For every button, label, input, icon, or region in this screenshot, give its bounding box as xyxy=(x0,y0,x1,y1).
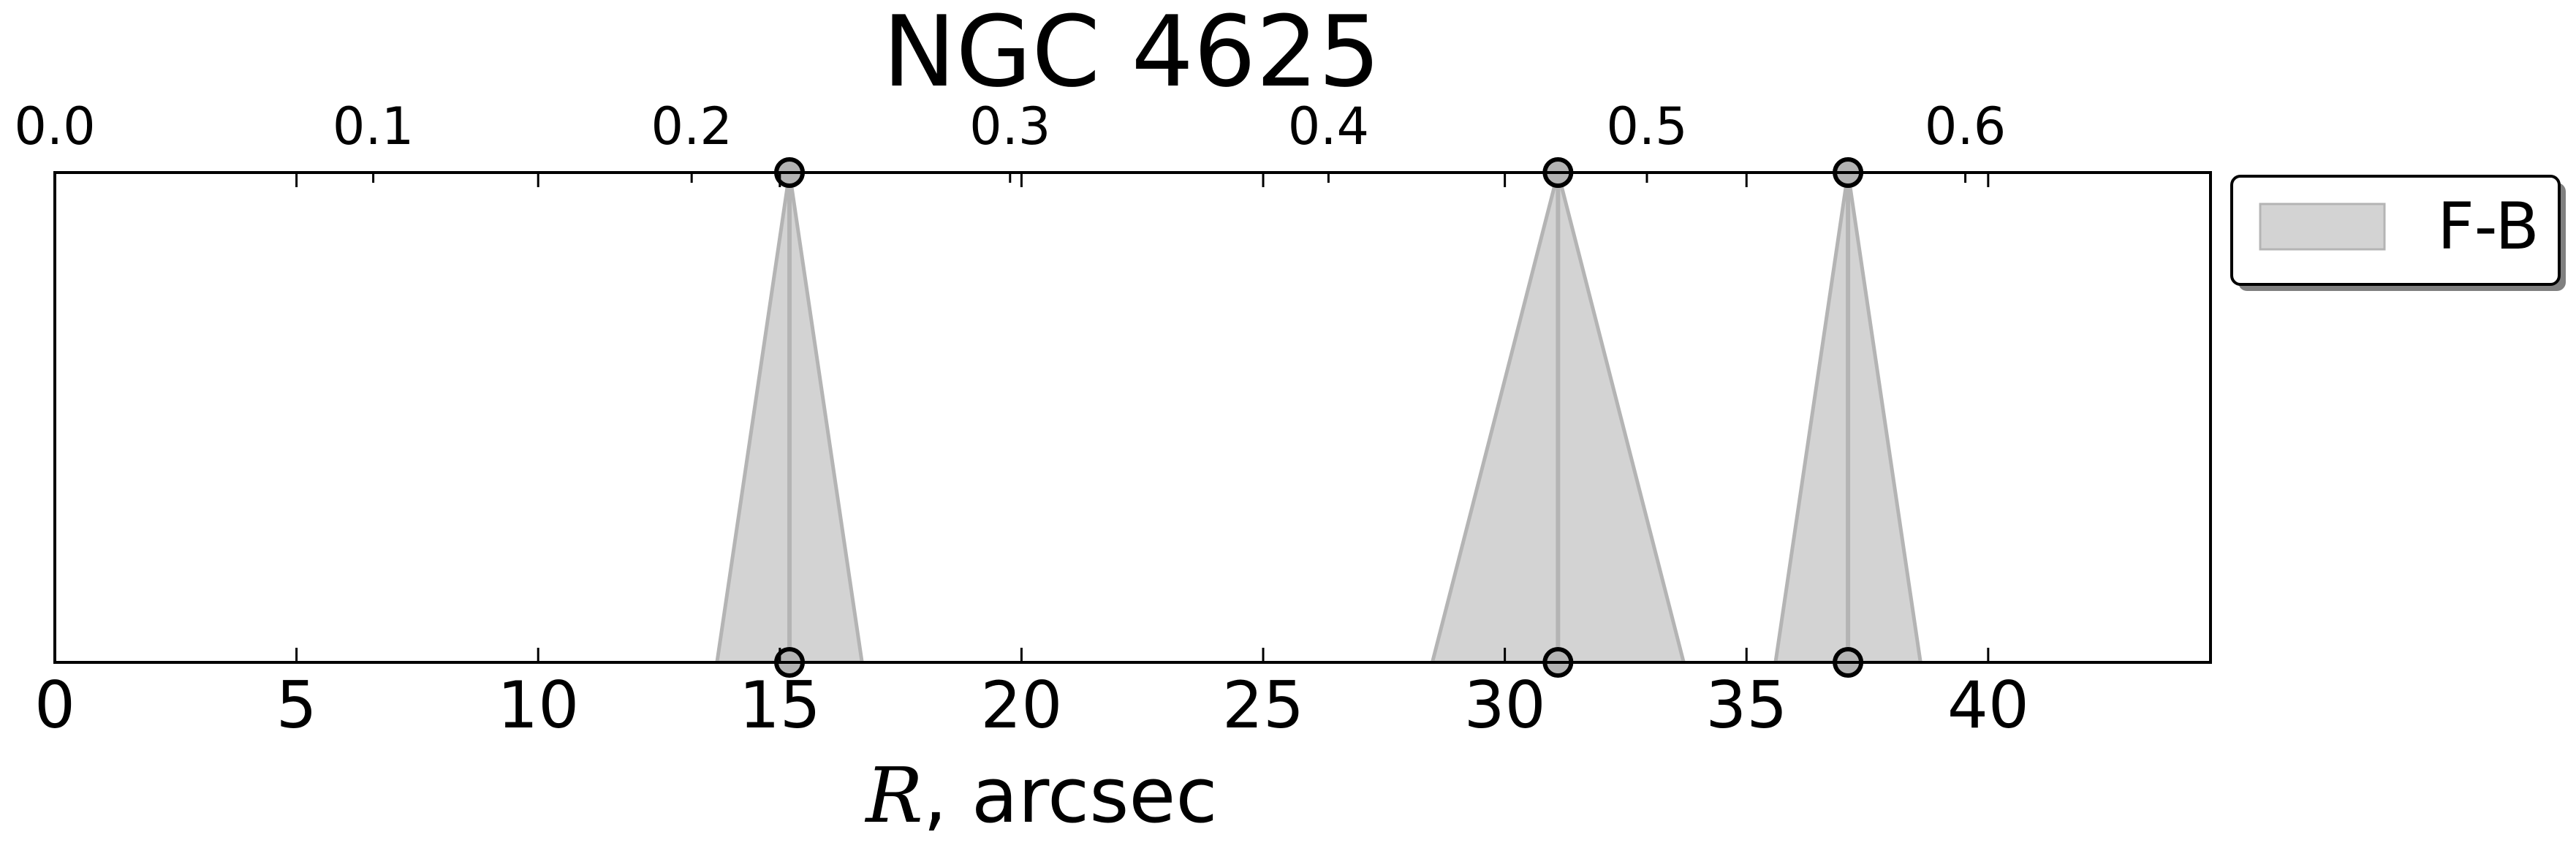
top-x-tick-label: 0.6 xyxy=(1925,97,2006,156)
top-x-tick-label: 0.4 xyxy=(1288,97,1369,156)
plot-frame xyxy=(53,171,2212,664)
legend: F-B xyxy=(2230,175,2566,291)
x-tick-label: 5 xyxy=(276,667,317,743)
x-axis-label-rest: , arcsec xyxy=(923,751,1218,840)
top-axis-tick-labels: 0.0 0.1 0.2 0.3 0.4 0.5 0.6 xyxy=(14,97,2006,156)
chart-title: NGC 4625 xyxy=(882,0,1380,109)
bottom-axis-ticks xyxy=(53,173,1990,662)
top-x-tick-label: 0.3 xyxy=(969,97,1050,156)
top-axis-ticks xyxy=(53,173,1967,183)
top-x-tick-label: 0.2 xyxy=(651,97,732,156)
top-x-tick-label: 0.1 xyxy=(333,97,414,156)
legend-label: F-B xyxy=(2437,189,2539,264)
x-tick-label: 25 xyxy=(1222,667,1304,743)
bottom-axis-tick-labels: 0 5 10 15 20 25 30 35 40 xyxy=(34,667,2029,743)
x-tick-label: 35 xyxy=(1705,667,1787,743)
plot-area xyxy=(53,157,2212,678)
x-tick-label: 0 xyxy=(34,667,75,743)
x-tick-label: 40 xyxy=(1947,667,2029,743)
top-x-tick-label: 0.5 xyxy=(1606,97,1687,156)
x-tick-label: 10 xyxy=(497,667,579,743)
x-axis-label: R, arcsec xyxy=(864,751,1217,840)
x-tick-label: 30 xyxy=(1464,667,1546,743)
x-axis-label-symbol: R xyxy=(864,751,923,840)
x-tick-label: 15 xyxy=(739,667,821,743)
top-x-tick-label: 0.0 xyxy=(14,97,95,156)
x-tick-label: 20 xyxy=(980,667,1062,743)
legend-swatch xyxy=(2259,203,2386,251)
